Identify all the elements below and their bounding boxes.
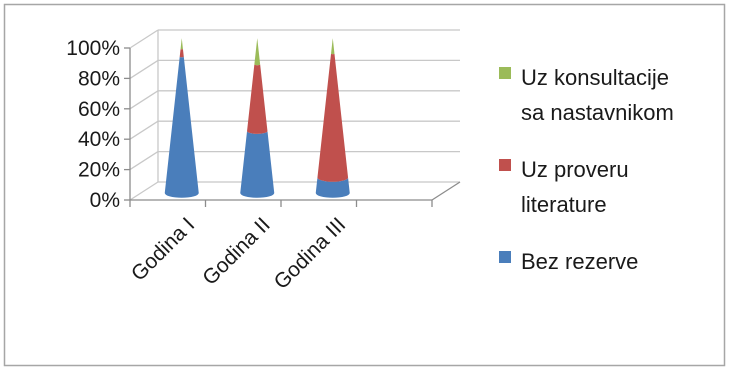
legend-swatch: [499, 67, 511, 79]
gridline-depth: [129, 59, 159, 79]
cone-segment: [247, 64, 268, 134]
legend-label: Uz proveru: [521, 157, 629, 182]
cone-segment: [317, 53, 349, 182]
y-tick-label: 40%: [78, 128, 120, 151]
cone-segment: [331, 38, 335, 55]
grid: [129, 29, 460, 201]
cone: [164, 38, 199, 198]
y-axis-ticks: 0% 20% 40% 60% 80% 100%: [66, 37, 120, 212]
cone: [240, 38, 275, 198]
legend-label: literature: [521, 192, 607, 217]
y-tick-label: 20%: [78, 159, 120, 182]
cone-segment: [180, 38, 183, 50]
legend-swatch: [499, 159, 511, 171]
y-tick-label: 100%: [66, 37, 120, 60]
cone-segment: [315, 177, 350, 198]
cone: [315, 38, 350, 198]
y-tick-label: 60%: [78, 98, 120, 121]
chart-border: [3, 3, 726, 367]
gridline-depth: [129, 29, 159, 49]
cone-segment: [254, 38, 261, 66]
cone-segment: [179, 48, 184, 58]
legend: Uz konsultacije sa nastavnikom Uz proveru l…: [499, 65, 674, 274]
cone-segment: [164, 56, 199, 198]
legend-item: Uz proveru literature: [499, 157, 629, 217]
gridline-depth: [129, 181, 159, 201]
gridline-depth: [129, 151, 159, 171]
legend-swatch: [499, 251, 511, 263]
legend-item: Uz konsultacije sa nastavnikom: [499, 65, 674, 125]
legend-label: Uz konsultacije: [521, 65, 669, 90]
x-axis-depth: [431, 181, 461, 201]
legend-label: sa nastavnikom: [521, 100, 674, 125]
y-tick-label: 0%: [90, 189, 120, 212]
legend-label: Bez rezerve: [521, 249, 638, 274]
plot-area: [164, 38, 350, 198]
gridline-depth: [129, 90, 159, 110]
legend-item: Bez rezerve: [499, 249, 638, 274]
y-tick-label: 80%: [78, 67, 120, 90]
cone-segment: [240, 131, 275, 198]
axes: [124, 30, 461, 207]
gridline-depth: [129, 120, 159, 140]
